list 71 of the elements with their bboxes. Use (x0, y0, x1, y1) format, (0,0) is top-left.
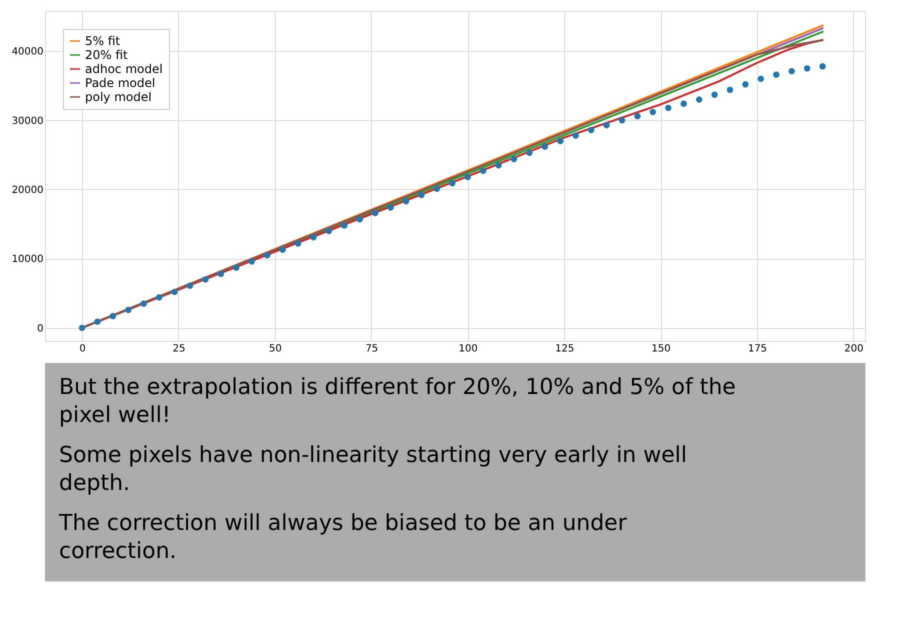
point (326, 228, 332, 234)
point (680, 100, 687, 107)
point (156, 294, 162, 301)
x-tick-label: 175 (748, 344, 768, 354)
point (711, 92, 718, 98)
point (202, 276, 209, 283)
point (572, 132, 579, 139)
point (186, 282, 194, 289)
point (356, 216, 363, 222)
legend-label: Pade model (85, 76, 156, 90)
x-tick-label: 0 (79, 344, 86, 354)
x-tick-label: 200 (844, 344, 864, 354)
legend-label: poly model (85, 90, 152, 104)
y-tick-label: 30000 (12, 116, 44, 127)
point (110, 312, 116, 320)
point (94, 318, 101, 325)
legend-label: adhoc model (85, 62, 163, 76)
point (279, 246, 286, 253)
y-tick-label: 20000 (12, 184, 44, 196)
point (402, 198, 410, 204)
point (218, 270, 224, 278)
y-tick-label: 0 (37, 323, 44, 334)
point (696, 96, 702, 103)
legend-label: 20% fit (85, 48, 128, 62)
point (557, 138, 564, 144)
point (171, 288, 178, 296)
point (510, 156, 518, 162)
point (264, 252, 270, 258)
point (449, 180, 456, 186)
point (742, 81, 749, 88)
point (125, 306, 132, 314)
y-tick-label: 10000 (12, 254, 44, 266)
x-tick-label: 125 (555, 344, 574, 354)
point (140, 300, 147, 307)
point (650, 108, 656, 116)
text: But the extrapolation is different for 20%, 10% and 5% of the pixel well! (59, 375, 736, 428)
x-tick-label: 25 (172, 344, 186, 354)
x-tick-label: 100 (458, 344, 478, 354)
point (665, 104, 672, 112)
point (310, 234, 317, 240)
point (387, 204, 394, 211)
point (464, 174, 471, 180)
point (773, 71, 780, 78)
point (526, 150, 533, 156)
point (294, 240, 302, 247)
point (248, 258, 255, 265)
y-tick-label: 40000 (12, 46, 44, 58)
point (588, 126, 594, 134)
point (434, 186, 440, 192)
point (804, 65, 810, 72)
text: The correction will always be biased to be an under correction. (58, 511, 628, 564)
point (726, 86, 734, 94)
point (758, 76, 764, 82)
point (603, 122, 610, 128)
point (634, 113, 641, 120)
legend-label: 5% fit (85, 34, 120, 48)
point (819, 63, 826, 70)
x-tick-label: 150 (652, 344, 671, 354)
point (495, 162, 502, 168)
point (372, 210, 378, 216)
point (480, 168, 486, 174)
point (418, 192, 425, 198)
text: Some pixels have non-linearity starting very early in well depth. (59, 443, 687, 496)
point (618, 117, 626, 124)
x-tick-label: 50 (269, 344, 282, 354)
point (788, 68, 795, 74)
point (542, 143, 548, 150)
point (78, 324, 86, 332)
point (341, 222, 348, 229)
point (233, 264, 240, 271)
x-tick-label: 75 (365, 344, 378, 354)
